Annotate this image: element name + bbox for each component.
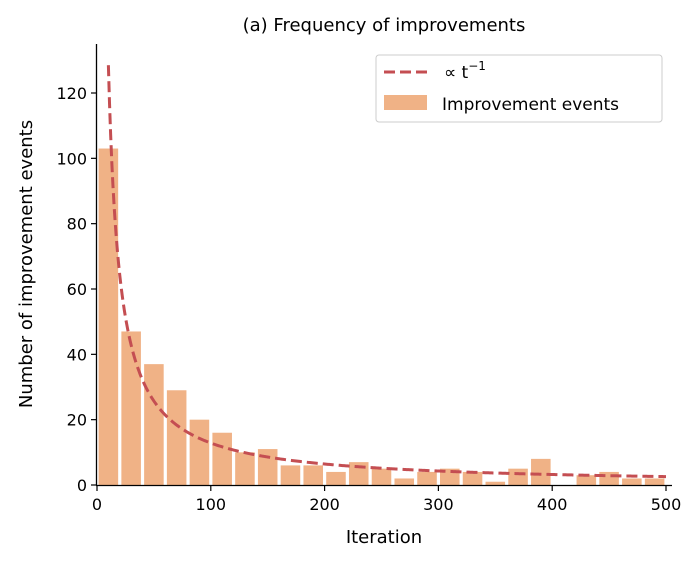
histogram-bar xyxy=(462,471,483,485)
chart-title: (a) Frequency of improvements xyxy=(243,15,526,36)
fit-line xyxy=(106,65,667,479)
histogram-bar xyxy=(303,465,323,485)
histogram-bar xyxy=(417,471,437,485)
y-tick-label: 60 xyxy=(67,280,87,299)
histogram-bar xyxy=(257,449,278,485)
legend-bar-label: Improvement events xyxy=(442,95,619,115)
y-tick-label: 80 xyxy=(67,215,87,234)
y-tick-label: 0 xyxy=(77,476,87,495)
x-tick-label: 100 xyxy=(196,495,227,514)
histogram-bar xyxy=(394,478,415,485)
legend-line-label: ∝ t−1 xyxy=(444,59,486,83)
y-tick-label: 40 xyxy=(67,345,87,364)
x-axis-ticks: 0 100 200 300 400 500 xyxy=(92,485,681,514)
legend-bar-swatch xyxy=(384,95,427,110)
legend: ∝ t−1 Improvement events xyxy=(375,54,663,123)
legend-line-label-superscript: −1 xyxy=(468,59,486,73)
x-tick-label: 400 xyxy=(537,495,568,514)
y-tick-label: 20 xyxy=(67,411,87,430)
histogram-bar xyxy=(280,465,301,485)
histogram-bar xyxy=(98,148,119,485)
legend-frame xyxy=(375,54,663,123)
histogram-bar xyxy=(326,471,346,485)
histogram-bar xyxy=(599,471,619,485)
x-axis-title: Iteration xyxy=(346,527,422,548)
histogram-bar xyxy=(235,452,255,485)
histogram-bar xyxy=(144,364,164,485)
y-tick-label: 120 xyxy=(56,84,87,103)
histogram-bar xyxy=(371,468,392,485)
y-axis-ticks: 0 20 40 60 80 100 120 xyxy=(56,84,97,495)
histogram-bar xyxy=(508,468,528,485)
x-tick-label: 0 xyxy=(92,495,102,514)
histogram-bar xyxy=(212,432,232,485)
x-tick-label: 500 xyxy=(651,495,682,514)
histogram-bar xyxy=(485,481,506,485)
histogram-bars xyxy=(98,148,665,485)
x-tick-label: 200 xyxy=(309,495,340,514)
histogram-bar xyxy=(121,331,141,485)
histogram-bar xyxy=(576,475,597,485)
histogram-bar xyxy=(531,458,551,485)
legend-line-label-base: ∝ t xyxy=(444,63,469,83)
histogram-bar xyxy=(622,478,642,485)
y-axis-title: Number of improvement events xyxy=(16,120,37,408)
fit-line-group xyxy=(106,65,667,479)
histogram-bar xyxy=(189,419,210,485)
histogram-bar xyxy=(166,390,187,485)
histogram-bar xyxy=(644,478,665,485)
x-tick-label: 300 xyxy=(423,495,454,514)
y-tick-label: 100 xyxy=(56,149,87,168)
